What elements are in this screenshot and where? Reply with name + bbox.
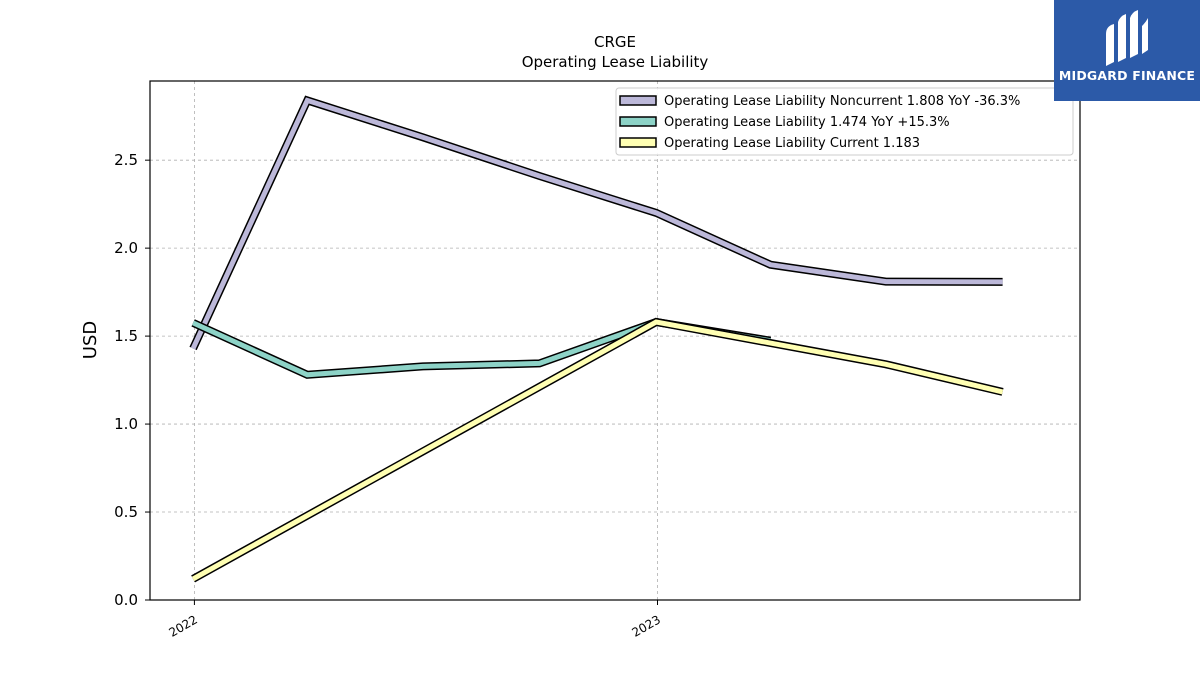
logo-text: MIDGARD FINANCE — [1058, 68, 1196, 83]
chart-title: CRGE — [594, 33, 636, 51]
series-line-1 — [189, 95, 1003, 351]
legend-swatch — [619, 116, 657, 127]
y-tick-label: 1.0 — [114, 415, 138, 433]
chart-subtitle: Operating Lease Liability — [522, 53, 709, 71]
x-tick-label: 2023 — [630, 612, 663, 639]
x-tick-label: 2022 — [166, 612, 199, 639]
legend-label: Operating Lease Liability Noncurrent 1.8… — [664, 94, 1020, 109]
legend-swatch — [619, 137, 657, 148]
series-line-fill — [190, 97, 1003, 350]
series-lines — [189, 95, 1004, 583]
logo-badge: MIDGARD FINANCE — [1054, 0, 1200, 101]
series-line-fill — [191, 319, 1004, 582]
legend-swatch — [619, 95, 657, 106]
y-axis-label: USD — [80, 321, 101, 359]
midgard-logo-icon — [1106, 10, 1148, 66]
y-tick-label: 0.5 — [114, 503, 138, 521]
legend-box — [615, 87, 1074, 156]
legend-label: Operating Lease Liability 1.474 YoY +15.… — [664, 115, 950, 130]
legend: Operating Lease Liability Noncurrent 1.8… — [615, 87, 1074, 156]
axes: 0.0 0.5 1.0 1.5 2.0 2.5 2022 2023 — [114, 151, 663, 640]
series-line-3 — [191, 317, 1004, 583]
legend-label: Operating Lease Liability Current 1.183 — [664, 136, 920, 151]
y-tick-label: 2.0 — [114, 239, 138, 257]
y-tick-label: 0.0 — [114, 591, 138, 609]
y-tick-label: 2.5 — [114, 151, 138, 169]
plot-frame — [149, 80, 1081, 601]
series-line-outline — [191, 317, 1004, 583]
y-tick-label: 1.5 — [114, 327, 138, 345]
